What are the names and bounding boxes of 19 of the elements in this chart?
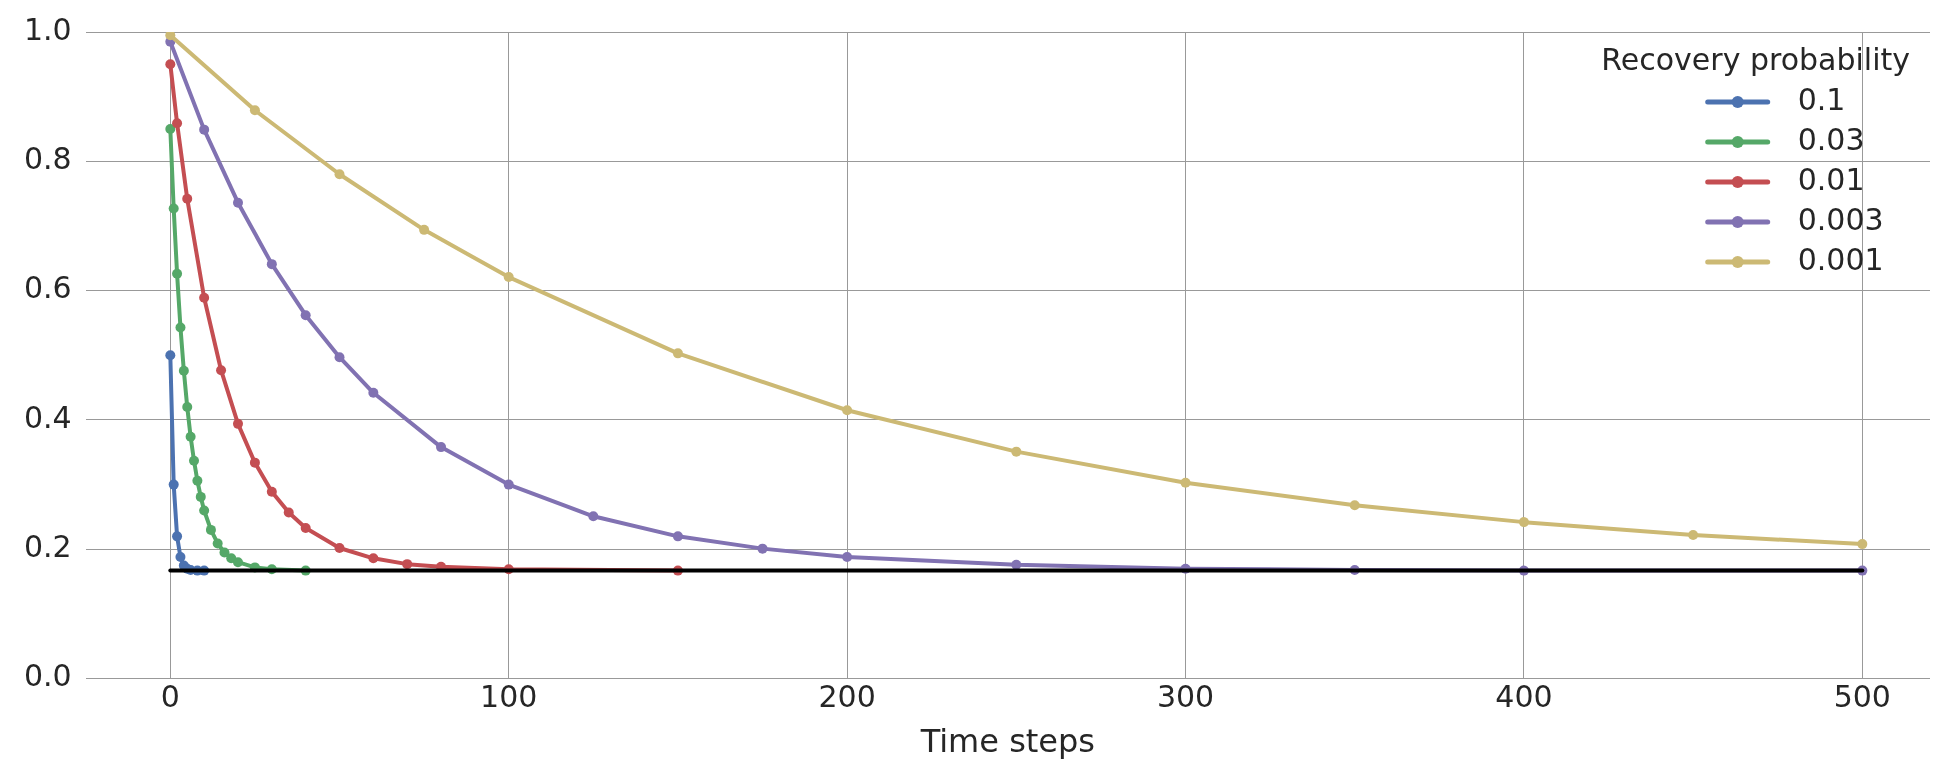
y-tick-label: 1.0	[23, 11, 72, 47]
y-tick-label: 0.6	[23, 270, 72, 306]
y-tick-label: 0.8	[23, 141, 72, 177]
x-tick-label: 400	[1495, 679, 1553, 715]
x-tick-label: 300	[1156, 679, 1215, 715]
legend-title: Recovery probability	[1601, 41, 1910, 77]
legend-label: 0.1	[1797, 81, 1846, 117]
legend-label: 0.001	[1797, 241, 1884, 277]
x-tick-label: 0	[160, 679, 180, 715]
x-axis-title: Time steps	[919, 722, 1096, 761]
x-tick-label: 200	[818, 679, 876, 715]
legend-label: 0.03	[1797, 121, 1865, 157]
x-tick-label: 500	[1833, 679, 1891, 715]
x-tick-label: 100	[480, 679, 538, 715]
legend-label: 0.01	[1797, 161, 1865, 197]
y-tick-label: 0.4	[23, 399, 72, 435]
y-tick-label: 0.0	[23, 658, 72, 694]
y-tick-label: 0.2	[23, 529, 72, 565]
legend-label: 0.003	[1797, 201, 1884, 237]
